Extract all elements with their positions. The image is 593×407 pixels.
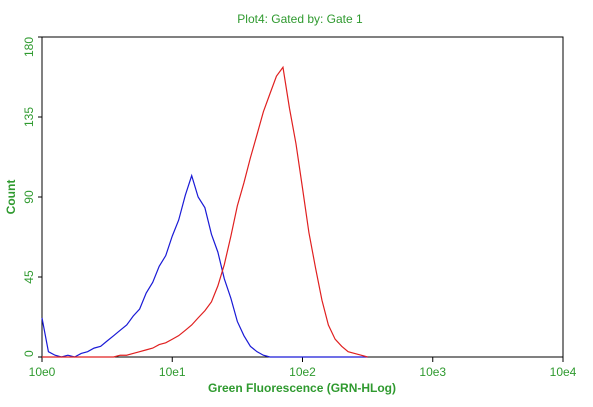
plot-frame [41,36,564,358]
x-tick-label: 10e1 [159,365,186,379]
y-tick-label: 135 [22,107,36,127]
y-axis-label: Count [4,180,18,215]
x-axis-label: Green Fluorescence (GRN-HLog) [208,381,396,395]
y-tick-label: 180 [22,37,36,57]
histogram-line [42,65,368,358]
y-tick-label: 90 [22,190,36,204]
chart-title: Plot4: Gated by: Gate 1 [237,12,363,26]
x-tick-label: 10e3 [419,365,446,379]
x-tick-label: 10e4 [550,365,577,379]
x-tick-label: 10e0 [29,365,56,379]
y-tick-label: 45 [22,270,36,284]
x-tick-label: 10e2 [289,365,316,379]
histogram-line [41,173,368,358]
y-tick-label: 0 [22,350,36,357]
